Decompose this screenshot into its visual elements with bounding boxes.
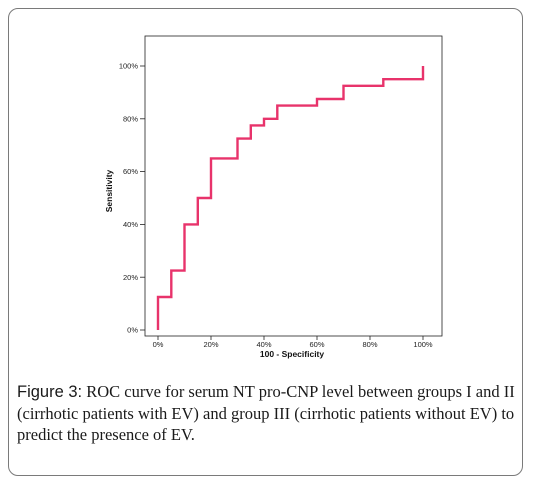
x-tick-label: 80%: [362, 340, 377, 349]
y-tick-label: 60%: [123, 167, 138, 176]
y-tick-label: 20%: [123, 273, 138, 282]
y-tick-label: 100%: [119, 62, 139, 71]
x-tick-label: 0%: [153, 340, 164, 349]
y-tick-label: 80%: [123, 114, 138, 123]
y-tick-label: 0%: [127, 326, 138, 335]
x-tick-label: 100%: [413, 340, 433, 349]
x-axis-title: 100 - Specificity: [260, 349, 325, 359]
y-axis-ticks: 0% 20% 40% 60% 80% 100%: [119, 62, 145, 335]
figure-caption: Figure 3: ROC curve for serum NT pro-CNP…: [17, 381, 522, 445]
y-axis-title: Sensitivity: [104, 169, 114, 212]
plot-area: [144, 35, 443, 337]
x-tick-label: 40%: [256, 340, 271, 349]
x-tick-label: 20%: [203, 340, 218, 349]
roc-chart: 0% 20% 40% 60% 80% 100% 0% 20% 40% 60% 80% 100% 10…: [104, 35, 443, 359]
caption-text: ROC curve for serum NT pro-CNP level bet…: [17, 382, 515, 444]
x-tick-label: 60%: [309, 340, 324, 349]
roc-curve-line: [156, 66, 425, 330]
y-tick-label: 40%: [123, 220, 138, 229]
caption-lead: Figure 3:: [17, 383, 83, 401]
x-axis-ticks: 0% 20% 40% 60% 80% 100%: [153, 336, 433, 349]
